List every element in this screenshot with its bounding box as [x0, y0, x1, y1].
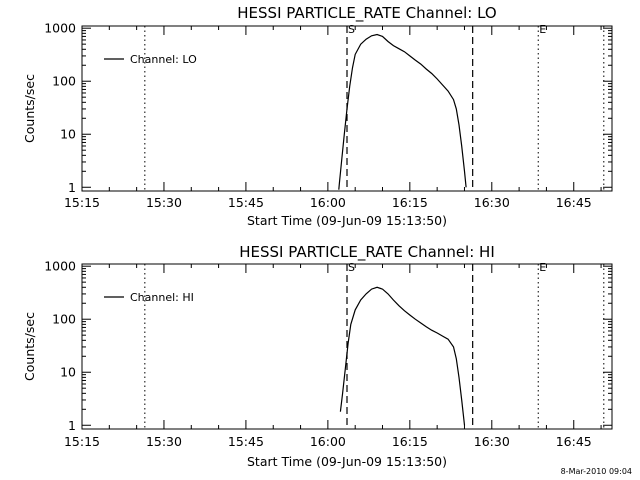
x-tick-label: 16:45	[556, 195, 592, 210]
y-tick-label: 10	[60, 127, 76, 142]
x-tick-label: 15:15	[64, 434, 100, 449]
x-tick-label: 16:45	[556, 434, 592, 449]
x-tick-label: 16:15	[392, 434, 428, 449]
x-tick-label: 16:00	[310, 434, 346, 449]
legend-label: Channel: LO	[130, 53, 197, 66]
y-axis-label: Counts/sec	[22, 74, 37, 143]
x-axis-label: Start Time (09-Jun-09 15:13:50)	[247, 213, 447, 228]
x-tick-label: 15:30	[146, 195, 182, 210]
marker-label: S	[348, 23, 355, 36]
chart-panel-0: HESSI PARTICLE_RATE Channel: LO 15:15 15:3…	[22, 4, 613, 228]
data-series-line	[339, 286, 466, 426]
data-series-line	[338, 33, 467, 190]
x-tick-label: 16:30	[474, 195, 510, 210]
y-axis-label: Counts/sec	[22, 312, 37, 381]
chart-title: HESSI PARTICLE_RATE Channel: HI	[239, 243, 495, 262]
x-tick-label: 16:15	[392, 195, 428, 210]
x-tick-label: 15:15	[64, 195, 100, 210]
y-tick-label: 1000	[44, 21, 76, 36]
x-tick-label: 16:30	[474, 434, 510, 449]
y-tick-label: 10	[60, 365, 76, 380]
legend-label: Channel: HI	[130, 291, 194, 304]
y-tick-label: 1000	[44, 259, 76, 274]
x-axis-label: Start Time (09-Jun-09 15:13:50)	[247, 454, 447, 469]
marker-label: E	[539, 261, 546, 274]
y-tick-label: 1	[68, 418, 76, 433]
marker-label: S	[348, 261, 355, 274]
y-tick-label: 100	[52, 312, 76, 327]
x-tick-label: 15:45	[228, 195, 264, 210]
x-tick-label: 15:30	[146, 434, 182, 449]
y-tick-label: 1	[68, 180, 76, 195]
x-tick-label: 16:00	[310, 195, 346, 210]
chart-title: HESSI PARTICLE_RATE Channel: LO	[237, 4, 496, 23]
chart-panel-1: HESSI PARTICLE_RATE Channel: HI 15:15 15:3…	[22, 243, 613, 469]
footer-timestamp: 8-Mar-2010 09:04	[560, 467, 632, 476]
marker-label: E	[539, 23, 546, 36]
y-tick-label: 100	[52, 74, 76, 89]
x-tick-label: 15:45	[228, 434, 264, 449]
